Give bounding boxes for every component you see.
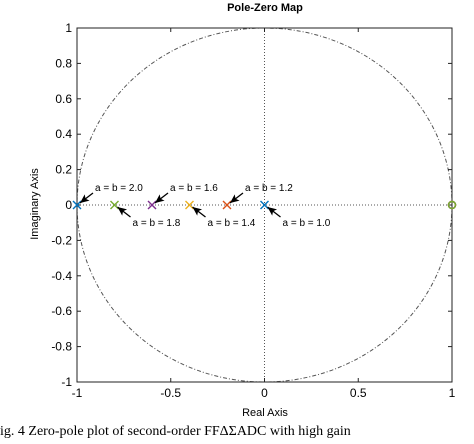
- annotation-label: a = b = 1.6: [170, 183, 218, 194]
- y-tick-label: 0.8: [55, 56, 72, 70]
- x-tick-label: 0.5: [350, 386, 367, 400]
- x-tick-label: 0: [261, 386, 268, 400]
- y-tick-label: -0.2: [51, 233, 72, 247]
- pole-stroke: [185, 200, 194, 210]
- annotation-arrowhead: [267, 207, 278, 216]
- y-tick-label: -1: [61, 375, 72, 389]
- y-tick-label: 1: [65, 21, 72, 35]
- x-tick-label: -1: [72, 386, 83, 400]
- pole-marker: [110, 200, 119, 210]
- annotation: a = b = 1.6: [154, 183, 218, 204]
- pole-stroke: [72, 200, 82, 210]
- annotation-label: a = b = 2.0: [95, 183, 143, 194]
- y-tick-label: 0.2: [55, 163, 72, 177]
- pole-marker: [260, 200, 269, 210]
- x-tick-label: 1: [449, 386, 456, 400]
- annotation: a = b = 2.0: [79, 183, 143, 204]
- annotation-arrowhead: [230, 194, 240, 203]
- pole-stroke: [110, 200, 119, 210]
- annotation-label: a = b = 1.8: [133, 218, 181, 229]
- y-tick-label: -0.6: [51, 304, 72, 318]
- y-axis-label: Imaginary Axis: [29, 168, 41, 240]
- annotation-arrowhead: [117, 207, 128, 216]
- annotation: a = b = 1.4: [192, 206, 256, 229]
- pole-zero-chart: Pole-Zero Map -1 -0.5 0 0.5 1 1 0.8 0.6 0.4 0.2 0 -…: [29, 2, 457, 419]
- x-axis-label: Real Axis: [242, 407, 288, 419]
- pole-stroke: [222, 200, 232, 210]
- annotation: a = b = 1.8: [117, 206, 181, 229]
- y-tick-label: -0.8: [51, 340, 72, 354]
- pole-marker: [185, 200, 194, 210]
- y-tick-label: 0.4: [55, 127, 72, 141]
- y-tick-label: 0: [65, 198, 72, 212]
- pole-marker: [222, 200, 232, 210]
- pole-stroke: [147, 200, 157, 210]
- y-tick-label: -0.4: [51, 269, 72, 283]
- annotation-arrowhead: [80, 194, 90, 203]
- annotation: a = b = 1.0: [267, 206, 331, 229]
- chart-title: Pole-Zero Map: [227, 2, 303, 14]
- annotation-label: a = b = 1.4: [208, 218, 256, 229]
- y-tick-label: 0.6: [55, 92, 72, 106]
- zero-marker: [447, 200, 457, 210]
- pole-stroke: [260, 200, 269, 210]
- x-tick-label: -0.5: [160, 386, 181, 400]
- figure-caption: ig. 4 Zero-pole plot of second-order FFΔ…: [0, 424, 351, 439]
- pole-marker: [147, 200, 157, 210]
- pole-marker: [72, 200, 82, 210]
- annotation-arrowhead: [155, 194, 165, 203]
- annotation-label: a = b = 1.2: [245, 183, 293, 194]
- annotation-arrowhead: [192, 207, 203, 216]
- annotation: a = b = 1.2: [229, 183, 293, 204]
- annotation-label: a = b = 1.0: [283, 218, 331, 229]
